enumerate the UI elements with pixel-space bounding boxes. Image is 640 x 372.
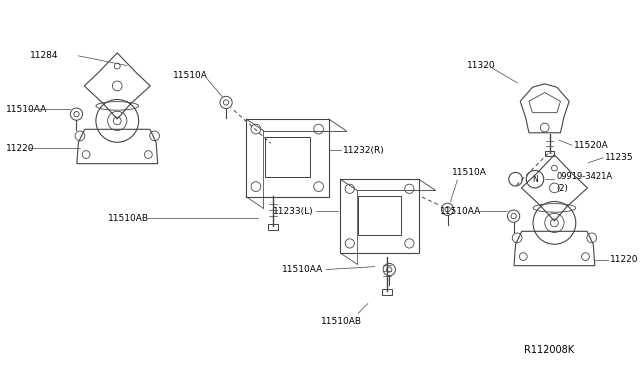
- Text: 11510A: 11510A: [173, 71, 207, 80]
- Text: (2): (2): [556, 185, 568, 193]
- Text: 11232(R): 11232(R): [342, 145, 385, 154]
- Text: 11510AB: 11510AB: [321, 317, 362, 326]
- Text: 11520A: 11520A: [574, 141, 609, 150]
- Text: 11233(L): 11233(L): [273, 207, 314, 216]
- Text: N: N: [532, 175, 538, 184]
- Text: 11320: 11320: [467, 61, 495, 70]
- Text: 11510AA: 11510AA: [6, 105, 47, 114]
- Text: 11510AB: 11510AB: [108, 214, 148, 222]
- Text: 11284: 11284: [30, 51, 58, 60]
- Text: 11220: 11220: [6, 144, 34, 153]
- Text: 11220: 11220: [610, 255, 638, 264]
- Text: 11510AA: 11510AA: [440, 207, 481, 216]
- Text: 11235: 11235: [605, 153, 634, 162]
- Text: 09919-3421A: 09919-3421A: [556, 172, 612, 181]
- Text: R112008K: R112008K: [524, 345, 574, 355]
- Text: 11510A: 11510A: [452, 168, 487, 177]
- Text: 11510AA: 11510AA: [282, 265, 324, 274]
